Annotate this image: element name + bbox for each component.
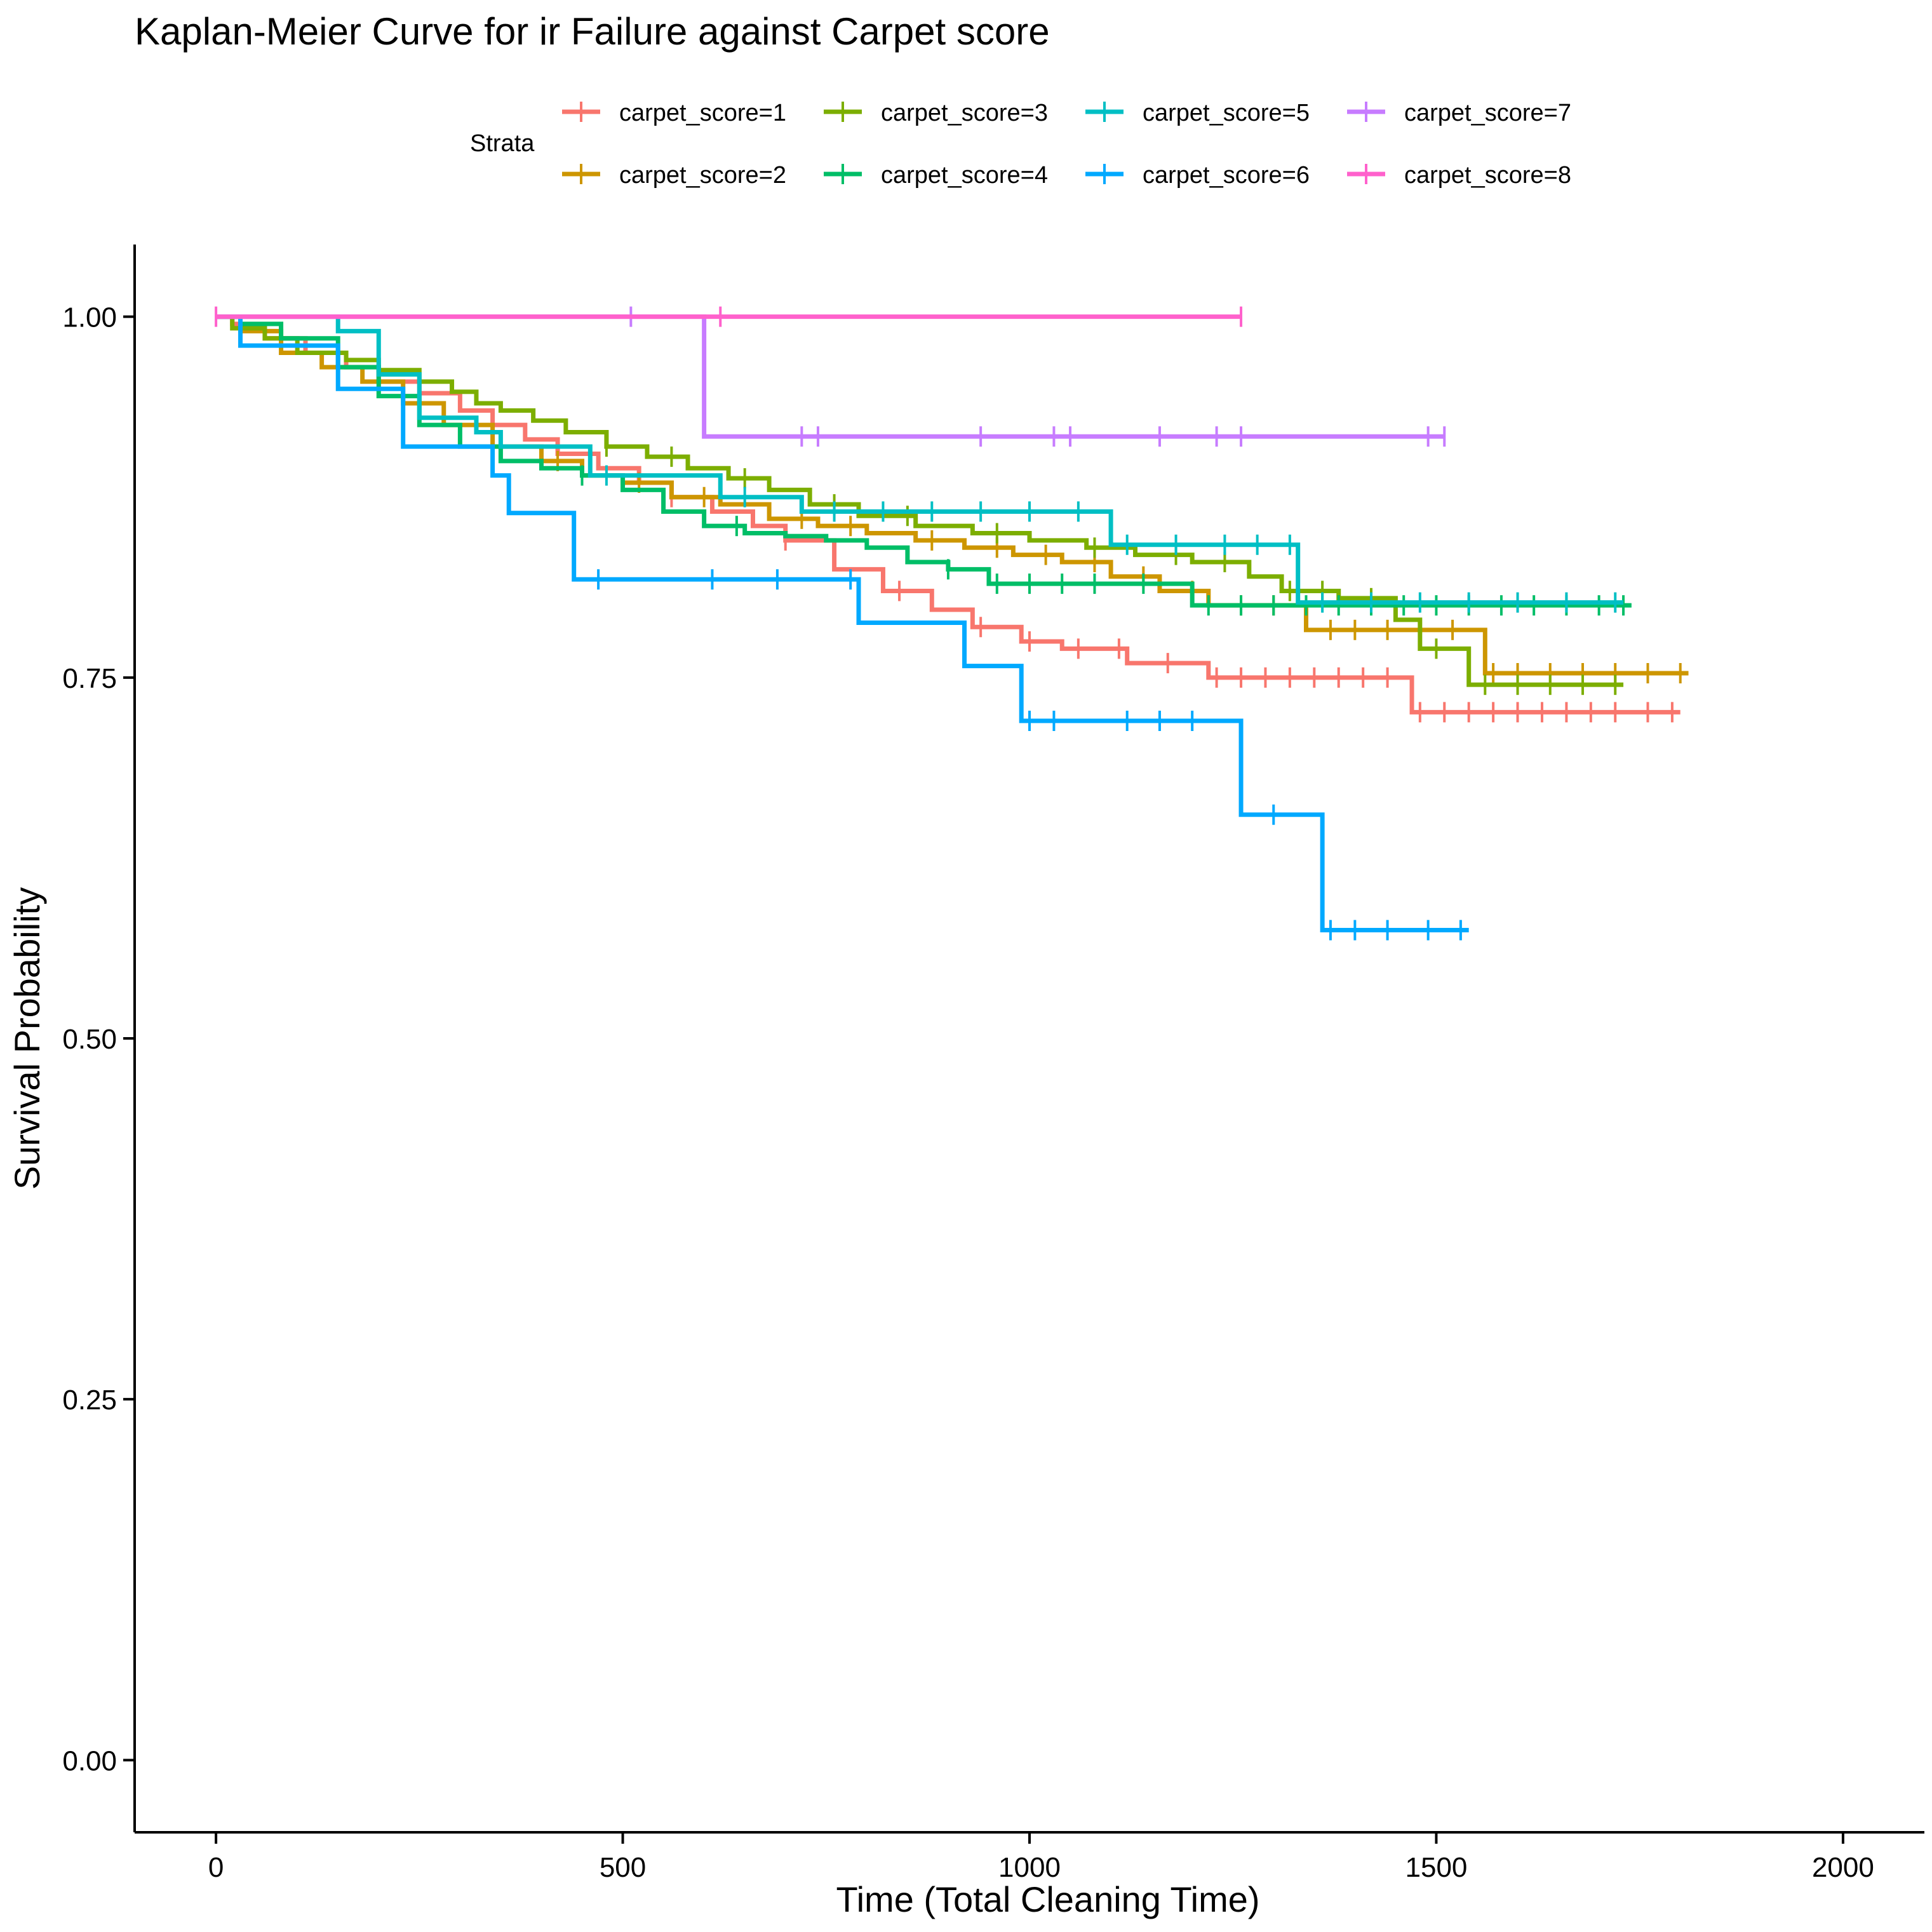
legend-label: carpet_score=1 bbox=[619, 100, 786, 126]
legend-item: carpet_score=6 bbox=[1085, 162, 1310, 189]
y-axis-label: Survival Probability bbox=[7, 887, 47, 1190]
legend-title: Strata bbox=[470, 130, 535, 157]
legend-item: carpet_score=2 bbox=[562, 162, 786, 189]
x-tick-label: 500 bbox=[600, 1852, 646, 1883]
legend-item: carpet_score=3 bbox=[824, 100, 1048, 126]
survival-step-line bbox=[216, 314, 1632, 608]
legend-item: carpet_score=8 bbox=[1347, 162, 1571, 189]
y-tick-label: 0.00 bbox=[62, 1745, 117, 1776]
legend-label: carpet_score=8 bbox=[1404, 162, 1571, 189]
legend: Strata carpet_score=1 carpet_score=2 carpe… bbox=[470, 100, 1571, 189]
survival-step-line bbox=[216, 314, 1624, 605]
legend-label: carpet_score=3 bbox=[881, 100, 1048, 126]
y-tick-label: 0.50 bbox=[62, 1024, 117, 1055]
y-tick-label: 1.00 bbox=[62, 302, 117, 333]
chart-title: Kaplan-Meier Curve for ir Failure agains… bbox=[135, 10, 1050, 53]
plot-area bbox=[215, 306, 1689, 941]
x-tick-label: 1000 bbox=[998, 1852, 1061, 1883]
survival-step-line bbox=[216, 314, 1680, 714]
x-tick-label: 0 bbox=[208, 1852, 224, 1883]
series-carpet_score-4 bbox=[216, 314, 1632, 616]
survival-step-line bbox=[216, 314, 1689, 676]
survival-step-line bbox=[216, 314, 1624, 687]
legend-label: carpet_score=7 bbox=[1404, 100, 1571, 126]
legend-item: carpet_score=1 bbox=[562, 100, 786, 126]
legend-label: carpet_score=6 bbox=[1143, 162, 1310, 189]
series-carpet_score-3 bbox=[216, 314, 1624, 695]
legend-item: carpet_score=5 bbox=[1085, 100, 1310, 126]
legend-item: carpet_score=7 bbox=[1347, 100, 1571, 126]
legend-label: carpet_score=5 bbox=[1143, 100, 1310, 126]
series-carpet_score-6 bbox=[216, 314, 1469, 941]
axes: 0 500 1000 1500 2000 0.00 0.25 0.50 0.75 1.00 bbox=[62, 245, 1924, 1883]
y-tick-label: 0.75 bbox=[62, 663, 117, 694]
legend-label: carpet_score=4 bbox=[881, 162, 1048, 189]
y-tick-label: 0.25 bbox=[62, 1385, 117, 1416]
series-carpet_score-8 bbox=[215, 306, 1243, 327]
legend-label: carpet_score=2 bbox=[619, 162, 786, 189]
x-tick-label: 2000 bbox=[1812, 1852, 1874, 1883]
series-carpet_score-2 bbox=[216, 314, 1689, 683]
legend-item: carpet_score=4 bbox=[824, 162, 1048, 189]
survival-step-line bbox=[216, 314, 1469, 933]
x-tick-label: 1500 bbox=[1405, 1852, 1468, 1883]
series-carpet_score-5 bbox=[216, 314, 1624, 613]
series-carpet_score-1 bbox=[216, 314, 1680, 723]
x-axis-label: Time (Total Cleaning Time) bbox=[836, 1879, 1259, 1919]
